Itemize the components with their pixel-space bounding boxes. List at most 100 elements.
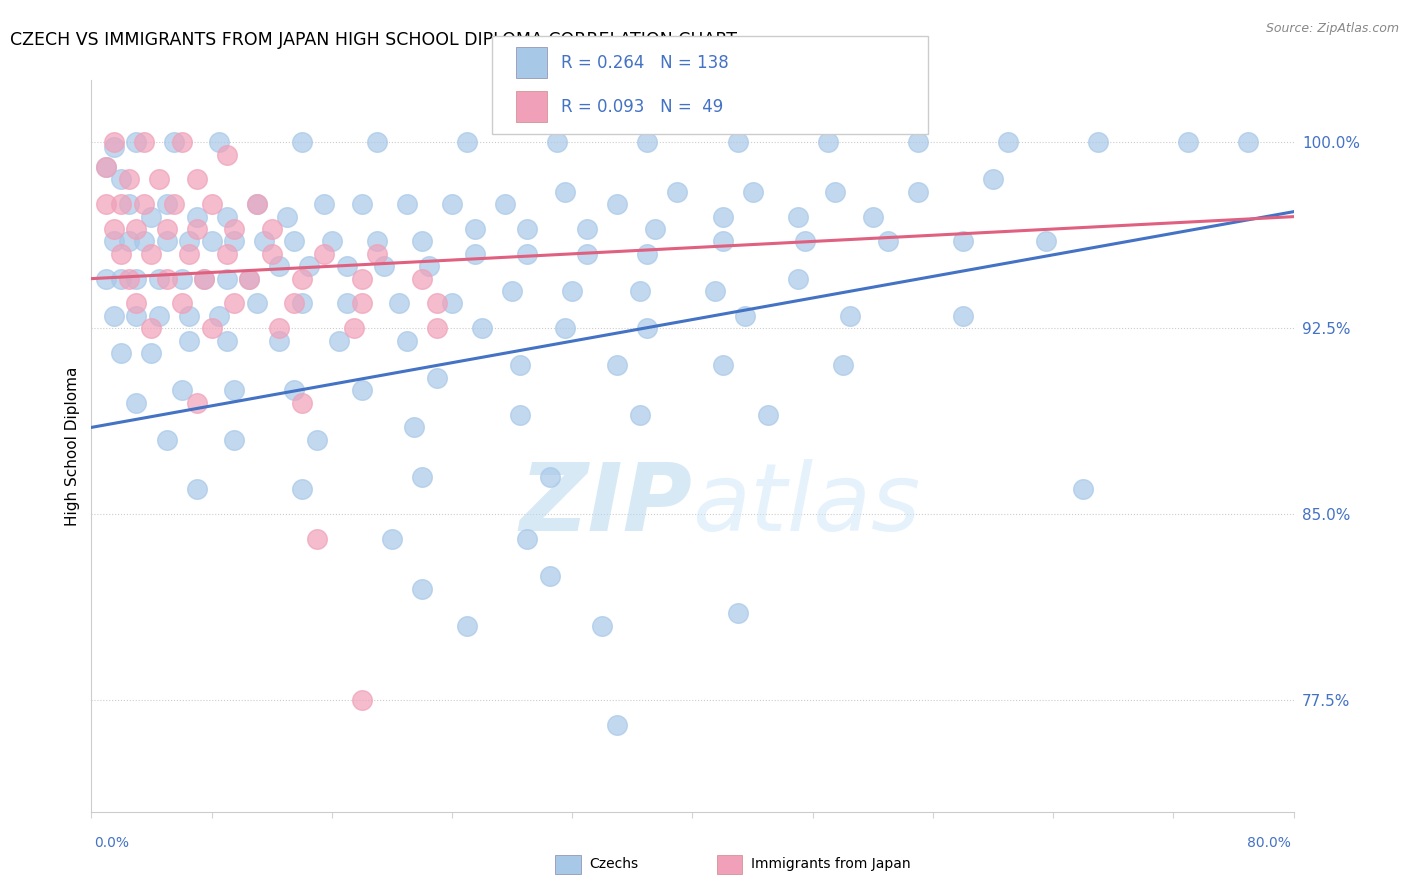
Text: Source: ZipAtlas.com: Source: ZipAtlas.com <box>1265 22 1399 36</box>
Point <box>509 359 531 373</box>
Point <box>350 296 373 310</box>
Point <box>125 222 148 236</box>
Point <box>125 271 148 285</box>
Point <box>952 309 974 323</box>
Point <box>118 197 141 211</box>
Point <box>201 235 224 249</box>
Point <box>756 408 779 422</box>
Point <box>546 135 568 149</box>
Point <box>576 247 599 261</box>
Point <box>328 334 350 348</box>
Point <box>373 259 395 273</box>
Point <box>132 197 155 211</box>
Point <box>224 296 246 310</box>
Point <box>246 197 269 211</box>
Point <box>125 296 148 310</box>
Point <box>711 210 734 224</box>
Point <box>981 172 1004 186</box>
Point <box>366 235 388 249</box>
Point <box>952 235 974 249</box>
Point <box>224 222 246 236</box>
Point <box>336 296 359 310</box>
Text: 0.0%: 0.0% <box>94 836 129 850</box>
Point <box>291 135 314 149</box>
Point <box>404 420 426 434</box>
Point <box>291 395 314 409</box>
Point <box>343 321 366 335</box>
Point <box>118 235 141 249</box>
Point <box>456 619 478 633</box>
Point <box>110 271 132 285</box>
Point <box>260 247 283 261</box>
Point <box>561 284 583 298</box>
Point <box>291 483 314 497</box>
Point <box>395 334 418 348</box>
Point <box>125 135 148 149</box>
Point <box>824 185 846 199</box>
Point <box>411 235 433 249</box>
Point <box>246 197 269 211</box>
Point <box>388 296 411 310</box>
Point <box>110 247 132 261</box>
Point <box>215 210 238 224</box>
Point <box>471 321 494 335</box>
Point <box>666 185 689 199</box>
Point <box>276 210 298 224</box>
Point <box>509 408 531 422</box>
Point <box>148 271 170 285</box>
Point <box>538 569 561 583</box>
Point <box>741 185 763 199</box>
Point <box>170 383 193 397</box>
Point <box>269 321 291 335</box>
Text: CZECH VS IMMIGRANTS FROM JAPAN HIGH SCHOOL DIPLOMA CORRELATION CHART: CZECH VS IMMIGRANTS FROM JAPAN HIGH SCHO… <box>10 31 737 49</box>
Point <box>215 334 238 348</box>
Point <box>96 160 118 174</box>
Point <box>1071 483 1094 497</box>
Point <box>411 582 433 596</box>
Point <box>224 235 246 249</box>
Point <box>118 271 141 285</box>
Point <box>170 271 193 285</box>
Point <box>305 532 328 546</box>
Point <box>456 135 478 149</box>
Point <box>103 222 125 236</box>
Point <box>786 210 808 224</box>
Point <box>208 309 231 323</box>
Point <box>501 284 523 298</box>
Point <box>215 147 238 161</box>
Point <box>141 210 163 224</box>
Point <box>711 359 734 373</box>
Point <box>163 197 186 211</box>
Point <box>110 346 132 360</box>
Point <box>395 197 418 211</box>
Point <box>253 235 276 249</box>
Point <box>96 197 118 211</box>
Point <box>291 271 314 285</box>
Point <box>704 284 727 298</box>
Point <box>839 309 862 323</box>
Point <box>246 296 269 310</box>
Point <box>177 309 200 323</box>
Point <box>177 334 200 348</box>
Point <box>411 271 433 285</box>
Point <box>794 235 817 249</box>
Point <box>269 259 291 273</box>
Point <box>727 607 749 621</box>
Point <box>132 135 155 149</box>
Point <box>193 271 215 285</box>
Point <box>591 619 613 633</box>
Point <box>148 172 170 186</box>
Text: R = 0.093   N =  49: R = 0.093 N = 49 <box>561 97 723 116</box>
Point <box>96 271 118 285</box>
Point <box>907 135 929 149</box>
Point <box>96 160 118 174</box>
Point <box>381 532 404 546</box>
Point <box>269 334 291 348</box>
Y-axis label: High School Diploma: High School Diploma <box>65 367 80 525</box>
Point <box>606 718 628 732</box>
Point <box>418 259 440 273</box>
Point <box>141 321 163 335</box>
Point <box>177 235 200 249</box>
Point <box>283 296 305 310</box>
Point <box>441 296 464 310</box>
